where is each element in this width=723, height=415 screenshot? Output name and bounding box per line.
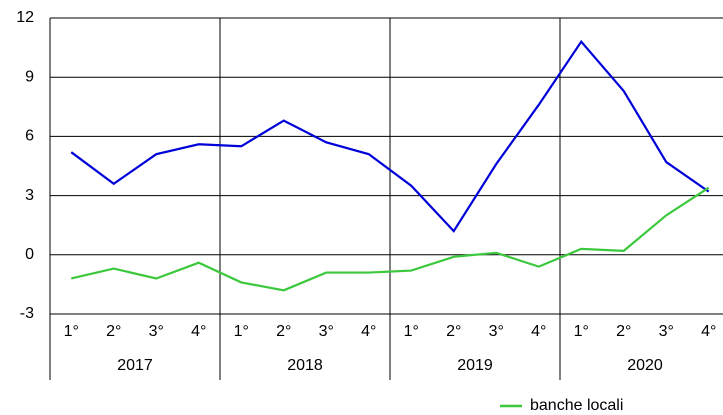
x-tick-label: 3° xyxy=(659,323,674,340)
group-label: 2019 xyxy=(457,357,493,374)
y-tick-label: 3 xyxy=(25,187,34,204)
x-tick-label: 3° xyxy=(149,323,164,340)
y-tick-label: 12 xyxy=(16,9,34,26)
x-tick-label: 1° xyxy=(234,323,249,340)
y-tick-label: 9 xyxy=(25,68,34,85)
group-label: 2017 xyxy=(117,357,153,374)
legend-label: banche locali xyxy=(530,397,623,414)
x-tick-label: 1° xyxy=(64,323,79,340)
x-tick-label: 4° xyxy=(361,323,376,340)
page: {"chart_data": {"type": "line", "categor… xyxy=(0,0,723,415)
chart: -3 0 3 6 9 12 2017 2018 2019 2020 1° 2° 3° 4° 1° 2° 3° 4°… xyxy=(0,0,723,415)
x-tick-label: 4° xyxy=(701,323,716,340)
group-label: 2020 xyxy=(627,357,663,374)
y-tick-label: 0 xyxy=(25,246,34,263)
y-tick-label: -3 xyxy=(20,305,34,322)
x-tick-label: 2° xyxy=(276,323,291,340)
group-label: 2018 xyxy=(287,357,323,374)
x-tick-label: 3° xyxy=(489,323,504,340)
x-tick-label: 2° xyxy=(616,323,631,340)
x-tick-label: 2° xyxy=(106,323,121,340)
y-tick-label: 6 xyxy=(25,128,34,145)
x-tick-label: 3° xyxy=(319,323,334,340)
x-tick-label: 1° xyxy=(404,323,419,340)
x-tick-label: 1° xyxy=(574,323,589,340)
x-tick-label: 4° xyxy=(531,323,546,340)
x-tick-label: 4° xyxy=(191,323,206,340)
x-tick-label: 2° xyxy=(446,323,461,340)
